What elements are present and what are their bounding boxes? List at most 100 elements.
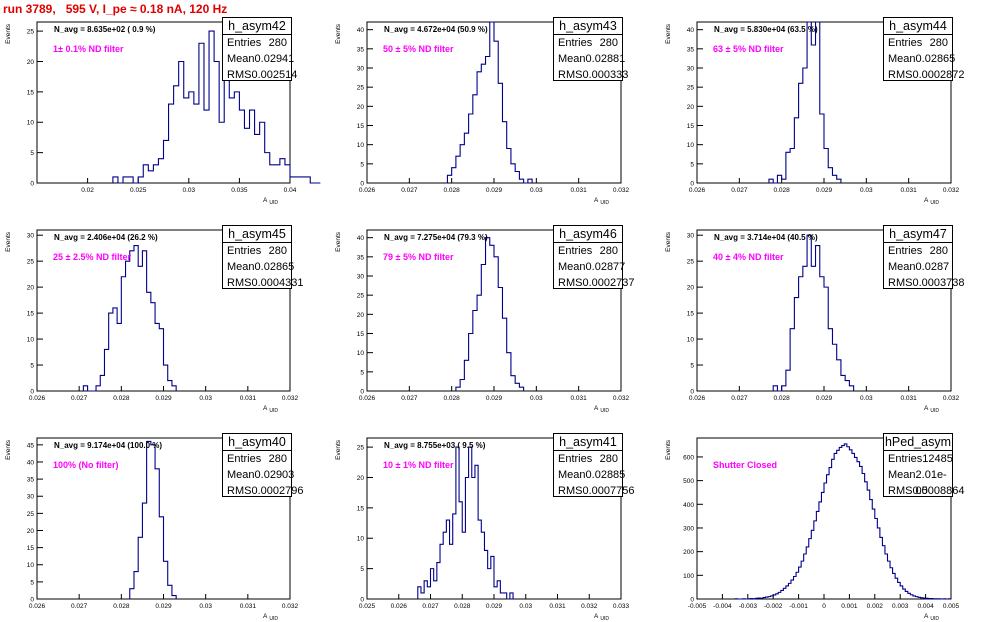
stat-row-entries: Entries 280 bbox=[554, 35, 622, 51]
y-axis-label: Events bbox=[665, 23, 672, 44]
y-tick-label: 30 bbox=[27, 233, 35, 240]
x-tick-label: 0.027 bbox=[401, 187, 418, 194]
histogram-name: h_asym44 bbox=[884, 18, 952, 35]
x-tick-label: 0.032 bbox=[613, 395, 630, 402]
y-tick-label: 25 bbox=[27, 29, 35, 36]
x-tick-label: 0.027 bbox=[731, 187, 748, 194]
stat-label: Mean bbox=[558, 53, 586, 65]
x-tick-label: 0.029 bbox=[486, 187, 503, 194]
x-tick-label: 0.005 bbox=[943, 603, 960, 610]
stat-box-h_asym41: h_asym41 Entries 280 Mean 0.02885 RMS 0.000775… bbox=[553, 433, 634, 497]
stat-label: RMS bbox=[558, 69, 583, 81]
x-tick-label: 0.031 bbox=[901, 187, 918, 194]
y-tick-label: 25 bbox=[687, 85, 695, 92]
y-axis-label: Events bbox=[335, 23, 342, 44]
stat-value: 0.0008864 bbox=[912, 485, 965, 497]
y-tick-label: 0 bbox=[30, 181, 34, 188]
stat-row-rms: RMS 0.0002796 bbox=[223, 483, 303, 499]
y-axis-label: Events bbox=[335, 231, 342, 252]
stat-value: 12485 bbox=[922, 453, 953, 465]
y-tick-label: 30 bbox=[687, 233, 695, 240]
navg-title: N_avg = 5.830e+04 (63.5 %) bbox=[714, 25, 818, 34]
histogram-series-h_asym43 bbox=[446, 21, 533, 184]
stat-box-h_asym43: h_asym43 Entries 280 Mean 0.02881 RMS 0.000333 bbox=[553, 17, 628, 81]
x-axis-label: A UID bbox=[594, 197, 609, 206]
stat-row-rms: RMS 0.0003738 bbox=[884, 275, 964, 291]
stat-label: Mean bbox=[558, 261, 586, 273]
stat-box-h_asym46: h_asym46 Entries 280 Mean 0.02877 RMS 0.000273… bbox=[553, 225, 634, 289]
x-tick-label: 0.03 bbox=[530, 187, 543, 194]
histogram-panel-h_asym44: 0 5 10 15 20 25 30 35 40 0.026 0.027 0.028 0.029 0.03… bbox=[665, 21, 960, 206]
x-tick-label: 0 bbox=[822, 603, 826, 610]
y-tick-label: 35 bbox=[357, 46, 365, 53]
stat-row-entries: Entries 280 bbox=[554, 243, 622, 259]
x-tick-label: 0.031 bbox=[901, 395, 918, 402]
navg-title: N_avg = 8.635e+02 ( 0.9 %) bbox=[54, 25, 156, 34]
x-tick-label: 0.03 bbox=[182, 187, 195, 194]
stat-value: 280 bbox=[599, 245, 618, 257]
histogram-name: h_asym47 bbox=[884, 226, 952, 243]
y-tick-label: 15 bbox=[687, 311, 695, 318]
y-tick-label: 20 bbox=[687, 104, 695, 111]
x-tick-label: 0.031 bbox=[240, 395, 257, 402]
x-tick-label: 0.028 bbox=[113, 395, 130, 402]
y-tick-label: 10 bbox=[687, 142, 695, 149]
histogram-series-h_asym41 bbox=[417, 446, 514, 600]
x-tick-label: 0.029 bbox=[486, 603, 503, 610]
y-tick-label: 30 bbox=[27, 494, 35, 501]
y-tick-label: 10 bbox=[357, 142, 365, 149]
x-tick-label: 0.026 bbox=[689, 395, 706, 402]
stat-box-hPed_asym: hPed_asym Entries 12485 Mean 2.01e-05 RMS 0.00… bbox=[883, 433, 964, 499]
histogram-panel-h_asym42: 0 5 10 15 20 25 0.02 0.025 0.03 0.035 0.04 Events A U… bbox=[5, 21, 321, 206]
stat-row-entries: Entries 280 bbox=[223, 451, 291, 467]
filter-annotation: 79 ± 5% ND filter bbox=[383, 252, 454, 262]
x-tick-label: 0.003 bbox=[892, 603, 909, 610]
y-tick-label: 30 bbox=[357, 274, 365, 281]
x-tick-label: 0.03 bbox=[860, 395, 873, 402]
x-tick-label: 0.03 bbox=[199, 603, 212, 610]
x-tick-label: -0.002 bbox=[764, 603, 783, 610]
stat-row-mean: Mean 0.02865 bbox=[223, 259, 294, 275]
stat-value: 0.02903 bbox=[254, 469, 295, 481]
stat-row-entries: Entries 280 bbox=[223, 243, 291, 259]
y-tick-label: 25 bbox=[27, 511, 35, 518]
stat-value: 280 bbox=[929, 37, 948, 49]
x-tick-label: 0.033 bbox=[613, 603, 630, 610]
y-tick-label: 25 bbox=[687, 259, 695, 266]
y-tick-label: 25 bbox=[357, 445, 365, 452]
stat-label: Mean bbox=[227, 261, 255, 273]
y-tick-label: 20 bbox=[357, 104, 365, 111]
y-tick-label: 20 bbox=[357, 475, 365, 482]
histogram-name: hPed_asym bbox=[884, 435, 952, 451]
x-tick-label: 0.031 bbox=[571, 395, 588, 402]
navg-title: N_avg = 8.755e+03 ( 9.5 %) bbox=[384, 441, 486, 450]
x-tick-label: 0.029 bbox=[816, 395, 833, 402]
x-tick-label: 0.032 bbox=[613, 187, 630, 194]
y-axis-label: Events bbox=[665, 231, 672, 252]
y-tick-label: 5 bbox=[30, 363, 34, 370]
stat-row-rms: RMS 0.0008864 bbox=[884, 483, 964, 499]
stat-row-mean: Mean 2.01e-05 bbox=[884, 467, 952, 497]
y-axis-label: Events bbox=[5, 23, 12, 44]
stat-label: Mean bbox=[558, 469, 586, 481]
stat-value: 0.02885 bbox=[585, 469, 626, 481]
x-axis-label: A UID bbox=[263, 197, 278, 206]
stat-row-mean: Mean 0.02877 bbox=[554, 259, 625, 275]
y-tick-label: 0 bbox=[690, 597, 694, 604]
filter-annotation: 40 ± 4% ND filter bbox=[713, 252, 784, 262]
histogram-panel-h_asym43: 0 5 10 15 20 25 30 35 40 0.026 0.027 0.028 0.029 0.03… bbox=[335, 21, 630, 206]
histogram-panel-h_asym47: 0 5 10 15 20 25 30 0.026 0.027 0.028 0.029 0.03 0.03… bbox=[665, 229, 960, 414]
y-tick-label: 0 bbox=[30, 389, 34, 396]
y-tick-label: 20 bbox=[27, 528, 35, 535]
stat-label: RMS bbox=[888, 277, 913, 289]
stat-label: Mean bbox=[888, 261, 916, 273]
stat-value: 0.02877 bbox=[585, 261, 626, 273]
y-tick-label: 10 bbox=[27, 337, 35, 344]
y-tick-label: 0 bbox=[690, 389, 694, 396]
x-tick-label: 0.03 bbox=[860, 187, 873, 194]
stat-value: 0.02881 bbox=[585, 53, 626, 65]
y-tick-label: 5 bbox=[360, 566, 364, 573]
stat-value: 0.0002737 bbox=[582, 277, 635, 289]
x-tick-label: 0.027 bbox=[731, 395, 748, 402]
